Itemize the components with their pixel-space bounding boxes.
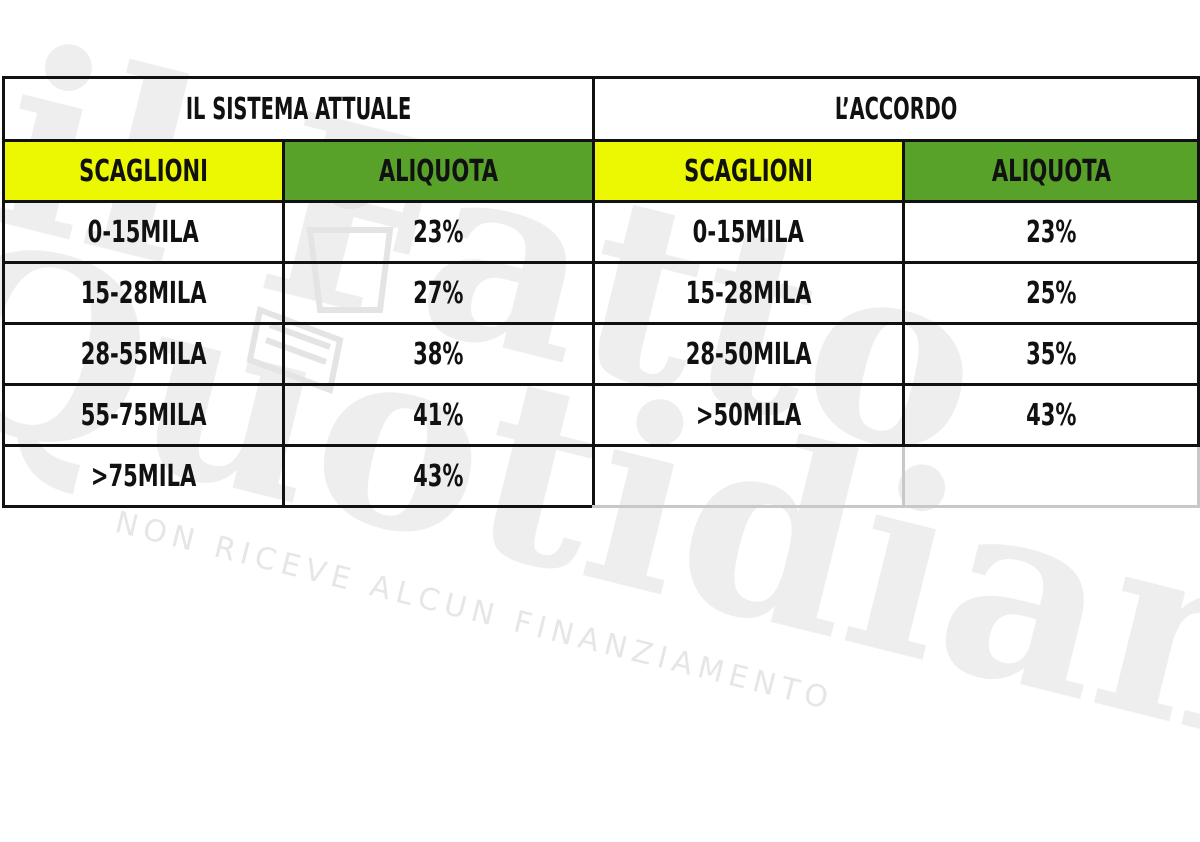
rate-cell: 25% [902, 261, 1200, 325]
table-row: 55-75MILA 41% [2, 383, 595, 447]
table-row: 28-50MILA 35% [591, 322, 1200, 386]
rate-cell: 23% [902, 200, 1200, 264]
rate-cell: 43% [902, 383, 1200, 447]
header-scaglioni: SCAGLIONI [2, 139, 285, 203]
bracket-cell: 15-28MILA [2, 261, 285, 325]
watermark-tagline: NON RICEVE ALCUN FINANZIAMENTO [111, 505, 838, 718]
header-scaglioni: SCAGLIONI [591, 139, 906, 203]
table-row: >50MILA 43% [591, 383, 1200, 447]
rate-cell: 23% [282, 200, 595, 264]
bracket-cell: 28-55MILA [2, 322, 285, 386]
table-title: L’ACCORDO [592, 76, 1200, 142]
table-row: 15-28MILA 27% [2, 261, 595, 325]
bracket-cell [591, 444, 906, 508]
agreement-table: L’ACCORDO SCAGLIONI ALIQUOTA 0-15MILA 23… [591, 76, 1200, 508]
header-aliquota: ALIQUOTA [902, 139, 1200, 203]
current-system-table: IL SISTEMA ATTUALE SCAGLIONI ALIQUOTA 0-… [2, 76, 595, 508]
table-row: 28-55MILA 38% [2, 322, 595, 386]
rate-cell: 43% [282, 444, 595, 508]
bracket-cell: 0-15MILA [2, 200, 285, 264]
bracket-cell: 15-28MILA [591, 261, 906, 325]
rate-cell: 41% [282, 383, 595, 447]
bracket-cell: >50MILA [591, 383, 906, 447]
rate-cell: 35% [902, 322, 1200, 386]
table-row: 15-28MILA 25% [591, 261, 1200, 325]
table-row: >75MILA 43% [2, 444, 595, 508]
rate-cell: 27% [282, 261, 595, 325]
table-row: 0-15MILA 23% [591, 200, 1200, 264]
bracket-cell: 0-15MILA [591, 200, 906, 264]
bracket-cell: >75MILA [2, 444, 285, 508]
header-aliquota: ALIQUOTA [282, 139, 595, 203]
table-row: 0-15MILA 23% [2, 200, 595, 264]
bracket-cell: 55-75MILA [2, 383, 285, 447]
table-row-empty [591, 444, 1200, 508]
rate-cell: 38% [282, 322, 595, 386]
bracket-cell: 28-50MILA [591, 322, 906, 386]
rate-cell [902, 444, 1200, 508]
table-title: IL SISTEMA ATTUALE [2, 76, 595, 142]
